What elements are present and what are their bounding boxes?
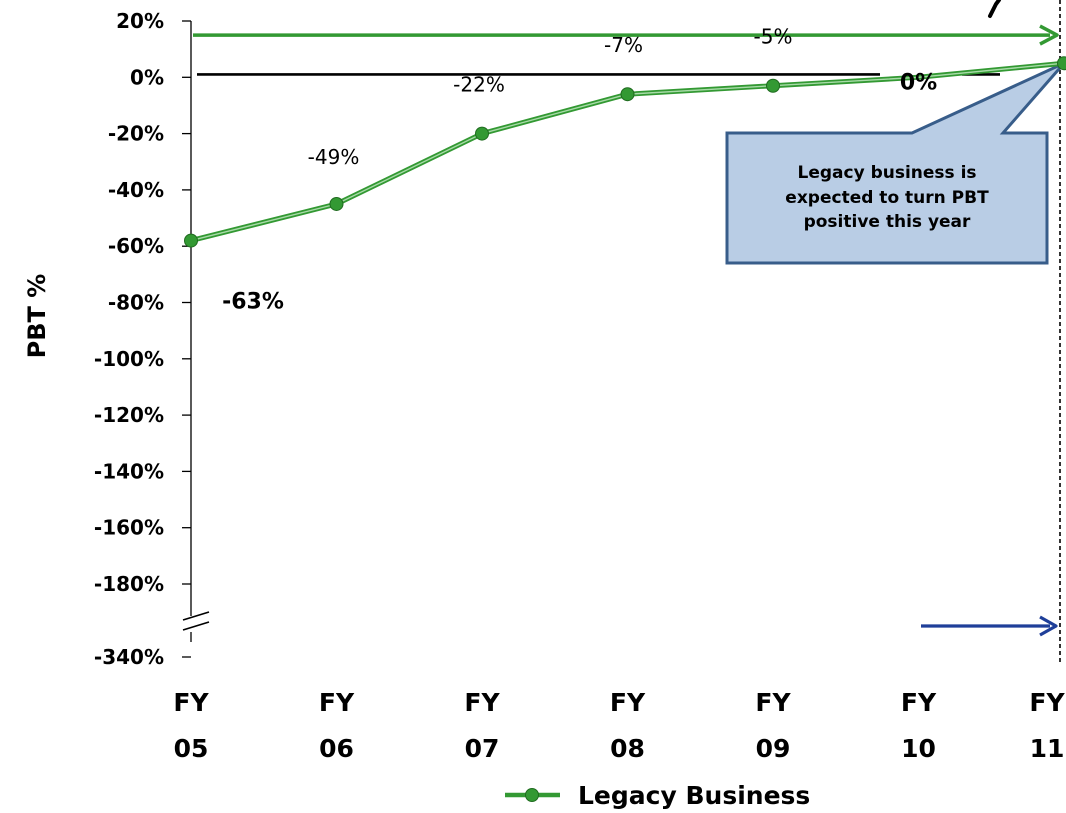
axis-break-mark xyxy=(182,611,210,621)
data-labels: -63% -49% -22% -7% -5% 0% xyxy=(222,25,937,315)
x-tick-label: 05 xyxy=(174,734,209,763)
y-tick-label: 0% xyxy=(130,65,164,89)
legend-marker xyxy=(525,788,539,802)
data-label: 0% xyxy=(900,70,937,95)
legend: Legacy Business xyxy=(505,781,810,810)
x-tick-label: FY xyxy=(901,688,937,717)
x-tick-label: FY xyxy=(319,688,355,717)
series-point xyxy=(620,87,635,102)
y-tick-label: -340% xyxy=(94,645,164,669)
data-label: -7% xyxy=(604,33,643,57)
y-tick-label: 20% xyxy=(116,9,164,33)
x-tick-label: 11 xyxy=(1030,734,1065,763)
callout-box xyxy=(725,61,1066,265)
data-label: -5% xyxy=(754,25,793,49)
series-point xyxy=(475,126,489,141)
y-tick-label: -100% xyxy=(94,347,164,371)
axis-break-mark xyxy=(182,621,210,631)
series-point xyxy=(1057,56,1066,71)
y-tick-label: -40% xyxy=(108,178,164,202)
callout-text: Legacy business is expected to turn PBT … xyxy=(785,163,989,233)
y-tick-label: -140% xyxy=(94,459,164,483)
y-tick-label: -60% xyxy=(108,234,164,258)
green-arrow-head xyxy=(1039,24,1059,46)
data-label: -22% xyxy=(453,73,505,97)
y-axis-title: PBT % xyxy=(23,274,51,359)
partial-arrow-mark xyxy=(988,0,1001,18)
x-axis: FY 05 FY 06 FY 07 FY 08 FY 09 FY 10 FY 11 xyxy=(173,688,1065,763)
x-tick-label: 06 xyxy=(319,734,354,763)
series-point xyxy=(329,196,344,211)
x-tick-label: 10 xyxy=(901,734,936,763)
y-tick-label: -160% xyxy=(94,516,164,540)
x-tick-label: 09 xyxy=(756,734,791,763)
y-tick-label: -120% xyxy=(94,403,164,427)
series-legacy-business xyxy=(184,56,1066,248)
x-tick-label: FY xyxy=(464,688,500,717)
series-point xyxy=(766,78,780,93)
x-tick-label: FY xyxy=(1029,688,1065,717)
series-point xyxy=(184,233,198,248)
x-tick-label: 07 xyxy=(465,734,500,763)
y-tick-label: -80% xyxy=(108,291,164,315)
annotations xyxy=(193,0,1066,665)
x-tick-label: 08 xyxy=(610,734,645,763)
data-label: -49% xyxy=(308,145,360,169)
legend-label: Legacy Business xyxy=(578,781,810,810)
x-tick-label: FY xyxy=(610,688,646,717)
y-axis: 20% 0% -20% -40% -60% -80% -100% -120% -140% -160… xyxy=(23,9,210,669)
y-tick-label: -20% xyxy=(108,122,164,146)
x-tick-label: FY xyxy=(173,688,209,717)
x-tick-label: FY xyxy=(755,688,791,717)
data-label: -63% xyxy=(222,290,284,315)
y-tick-label: -180% xyxy=(94,572,164,596)
blue-arrow-head xyxy=(1039,615,1058,637)
